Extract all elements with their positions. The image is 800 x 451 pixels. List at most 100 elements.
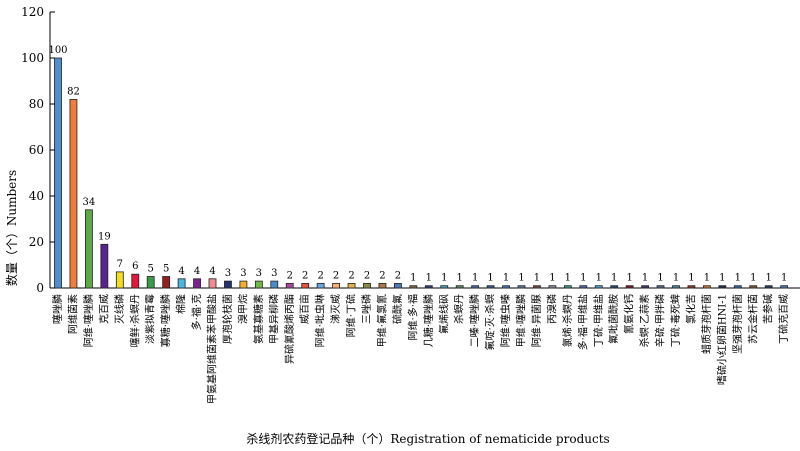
data-label: 1 — [657, 273, 663, 284]
bar — [54, 57, 62, 289]
data-label: 1 — [688, 273, 694, 284]
category-label: 苏云金杆菌 — [746, 294, 759, 344]
data-label: 2 — [348, 270, 354, 281]
bar — [69, 99, 78, 289]
bar — [455, 285, 464, 289]
bar — [594, 285, 603, 289]
category-label: 寡糖·噻唑膦 — [159, 294, 172, 347]
bar — [440, 285, 449, 289]
bar — [486, 285, 495, 289]
bar — [270, 280, 279, 289]
bar — [533, 285, 541, 289]
category-label: 威百亩 — [298, 294, 311, 324]
bar — [764, 285, 773, 289]
category-label: 灭线磷 — [113, 294, 126, 324]
category-label: 涕灭威 — [329, 294, 342, 324]
category-label: 氯烯·杀螟丹 — [561, 294, 574, 347]
bar — [378, 282, 387, 289]
category-label: 二嗪·噻唑膦 — [468, 294, 481, 347]
x-axis-title: 杀线剂农药登记品种（个）Registration of nematicide p… — [246, 431, 609, 446]
y-tick-label: 60 — [29, 143, 44, 157]
category-label: 淡紫拟青霉 — [144, 294, 157, 344]
bar — [131, 273, 140, 289]
bar — [733, 285, 742, 289]
bar — [177, 278, 186, 289]
data-label: 6 — [132, 261, 138, 272]
bar — [718, 285, 727, 289]
bar — [224, 280, 232, 289]
data-label: 2 — [333, 270, 339, 281]
bar — [115, 271, 124, 289]
data-label: 1 — [766, 273, 772, 284]
bar — [424, 285, 433, 289]
data-label: 2 — [317, 270, 323, 281]
y-tick-label: 0 — [36, 281, 44, 295]
data-label: 2 — [379, 270, 385, 281]
category-label: 辛硫·甲拌磷 — [654, 294, 667, 347]
category-label: 溴甲烷 — [236, 294, 249, 324]
bar — [703, 285, 711, 289]
data-label: 7 — [117, 259, 123, 270]
data-label: 1 — [457, 273, 463, 284]
data-label: 1 — [673, 273, 679, 284]
bar — [563, 285, 572, 289]
bar — [239, 280, 248, 289]
bar — [471, 285, 480, 289]
data-label: 1 — [580, 273, 586, 284]
axes — [49, 12, 800, 289]
bar — [625, 285, 634, 289]
bar — [285, 282, 294, 289]
data-label: 1 — [565, 273, 571, 284]
category-label: 厚孢轮枝菌 — [221, 294, 234, 344]
data-label: 3 — [240, 268, 246, 279]
data-label: 1 — [426, 273, 432, 284]
bar — [363, 282, 371, 289]
data-label: 82 — [67, 86, 80, 97]
data-label: 1 — [503, 273, 509, 284]
y-tick-label: 40 — [29, 189, 44, 203]
bar — [393, 282, 402, 289]
data-label: 1 — [518, 273, 524, 284]
data-label: 1 — [534, 273, 540, 284]
data-label: 1 — [750, 273, 756, 284]
category-labels: 噻唑膦 阿维菌素 阿维·噻唑膦 克百威 灭线磷 噻鲜·杀螟丹 淡紫拟青霉 寡糖·噻唑膦 棉隆 多·… — [51, 294, 790, 404]
data-label: 5 — [163, 264, 169, 275]
data-label: 2 — [364, 270, 370, 281]
bar — [517, 285, 526, 289]
category-label: 异硫氰酸烯丙酯 — [283, 294, 296, 364]
bar — [208, 278, 217, 289]
bar — [254, 280, 263, 289]
bar — [162, 276, 171, 289]
data-label: 1 — [735, 273, 741, 284]
bar — [656, 285, 665, 289]
category-label: 棉隆 — [175, 294, 188, 314]
data-label: 1 — [472, 273, 478, 284]
bar — [100, 243, 109, 289]
category-label: 氯化苦 — [684, 294, 697, 324]
category-label: 杀螟丹 — [453, 294, 466, 324]
data-label: 1 — [719, 273, 725, 284]
category-label: 多·福·甲维盐 — [576, 294, 589, 350]
category-label: 丁硫·甲维盐 — [592, 294, 605, 347]
category-label: 氟啶·灭·杀螟 — [484, 294, 497, 350]
data-label: 4 — [194, 266, 200, 277]
category-label: 阿维·异菌脲 — [530, 294, 543, 347]
bar — [193, 278, 201, 289]
bar — [502, 285, 510, 289]
bar — [409, 285, 418, 289]
y-tick-label: 20 — [29, 235, 44, 249]
bar — [316, 282, 325, 289]
data-label: 1 — [410, 273, 416, 284]
category-label: 硫酰氟 — [391, 294, 404, 324]
category-label: 氨基寡糖素 — [252, 294, 265, 344]
data-label: 2 — [395, 270, 401, 281]
data-label: 1 — [626, 273, 632, 284]
category-label: 噻唑膦 — [51, 294, 64, 324]
category-label: 甲氨基阿维菌素苯甲酸盐 — [206, 294, 219, 404]
bar — [548, 285, 557, 289]
category-label: 阿维菌素 — [66, 294, 79, 334]
data-label: 1 — [596, 273, 602, 284]
category-label: 阿维·吡虫啉 — [314, 294, 327, 347]
